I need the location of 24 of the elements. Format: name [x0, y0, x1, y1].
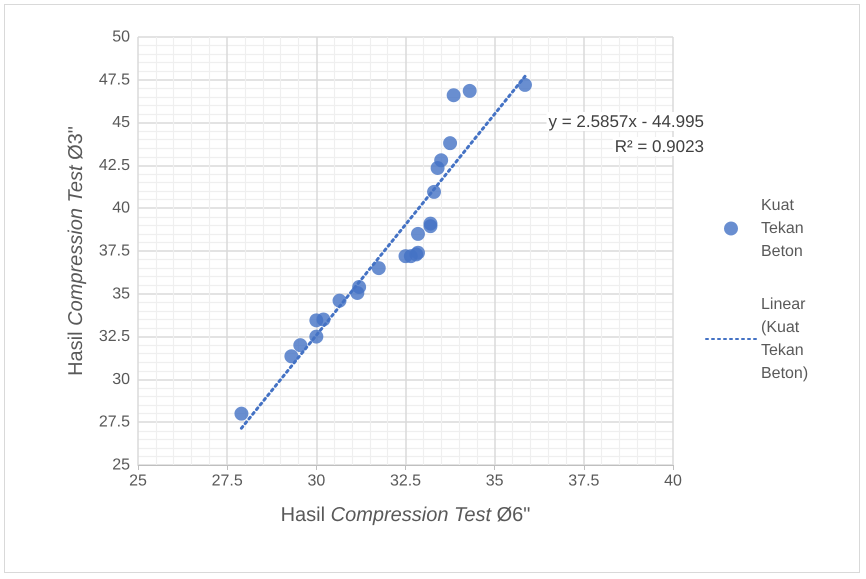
y-tick-label: 45: [112, 114, 130, 132]
legend-label: Kuat Tekan Beton: [761, 197, 808, 260]
x-tick-label: 40: [664, 472, 682, 490]
x-tick-label: 30: [307, 472, 326, 490]
y-tick-label: 40: [112, 200, 130, 217]
y-tick-label: 30: [112, 370, 130, 388]
x-tick-label: 27.5: [212, 472, 243, 490]
y-tick-label: 35: [112, 285, 130, 302]
x-tick-label: 32.5: [390, 472, 422, 490]
annotation: y = 2.5857x - 44.995: [548, 112, 704, 131]
y-tick-label: 47.5: [98, 71, 130, 88]
x-axis-title: Hasil Compression Test Ø6": [280, 504, 530, 526]
y-tick-label: 25: [112, 456, 130, 474]
y-tick-label: 50: [112, 28, 130, 46]
y-tick-label: 42.5: [98, 156, 130, 174]
x-tick-label: 35: [486, 472, 504, 490]
y-axis-title: Hasil Compression Test Ø3": [65, 126, 87, 376]
legend-label: Linear (Kuat Tekan Beton): [761, 296, 810, 382]
y-tick-label: 37.5: [98, 242, 130, 260]
annotation: R² = 0.9023: [614, 137, 704, 156]
x-tick-label: 25: [129, 472, 147, 490]
y-tick-label: 27.5: [98, 414, 130, 431]
x-tick-label: 37.5: [568, 472, 600, 490]
y-tick-label: 32.5: [98, 328, 130, 346]
